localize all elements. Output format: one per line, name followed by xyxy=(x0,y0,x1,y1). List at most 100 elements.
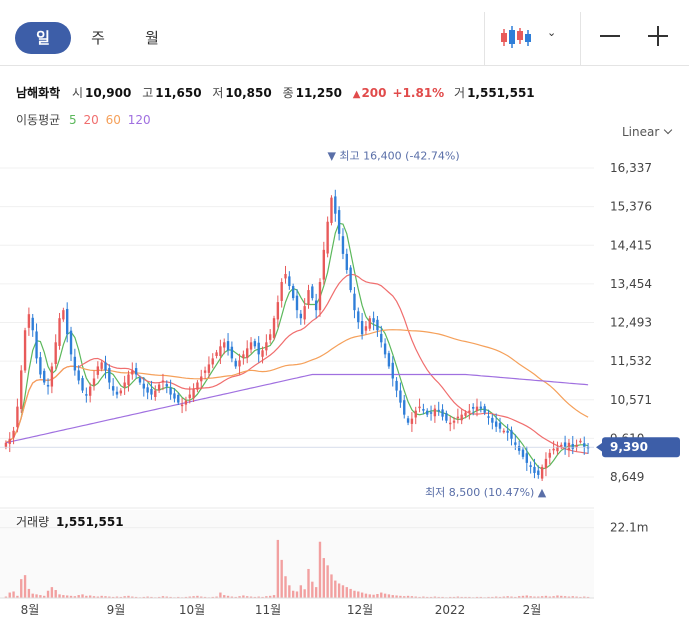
zoom-in-button[interactable] xyxy=(648,26,668,46)
candle-body xyxy=(119,390,123,394)
candle-body xyxy=(223,342,226,348)
candle-body xyxy=(575,444,578,448)
candle-body xyxy=(8,438,11,445)
ma-5: 5 xyxy=(69,113,77,127)
volume-bar xyxy=(571,596,574,598)
candle-body xyxy=(131,370,134,375)
volume-label: 거 xyxy=(454,86,466,100)
chart-toolbar: 일 주 월 ⌄ xyxy=(0,0,689,66)
candle-body xyxy=(226,341,230,351)
candle-body xyxy=(207,364,211,373)
volume-bar xyxy=(376,594,379,598)
candle-body xyxy=(169,387,172,395)
volume-bar xyxy=(360,592,364,598)
chevron-down-icon[interactable]: ⌄ xyxy=(547,26,557,39)
low-value: 10,850 xyxy=(225,86,272,100)
volume-bar xyxy=(150,596,153,598)
volume-bar xyxy=(188,596,191,598)
candlestick-icon[interactable] xyxy=(498,24,532,50)
close-label: 종 xyxy=(282,86,294,100)
candle-body xyxy=(571,444,574,449)
volume-bar xyxy=(364,593,368,598)
candle-body xyxy=(100,362,103,369)
volume-bar xyxy=(563,596,567,598)
volume-bar xyxy=(196,595,199,598)
candle-body xyxy=(77,370,80,381)
ma-60-line xyxy=(5,329,589,444)
ma-20: 20 xyxy=(83,113,99,127)
volume-bar xyxy=(111,596,115,598)
tab-day[interactable]: 일 xyxy=(15,22,71,54)
candle-body xyxy=(395,380,398,391)
volume-bar xyxy=(184,596,188,598)
volume-bar xyxy=(127,595,130,598)
candle-body xyxy=(349,267,352,291)
volume-bar xyxy=(200,596,203,598)
volume-bar xyxy=(456,596,460,598)
candle-body xyxy=(510,430,513,439)
candle-body xyxy=(383,343,387,355)
volume-bar xyxy=(169,596,172,598)
candle-body xyxy=(483,406,486,413)
volume-bar xyxy=(533,596,536,598)
candle-body xyxy=(39,357,42,375)
candle-body xyxy=(96,366,100,375)
volume-bar xyxy=(8,592,11,598)
candle-body xyxy=(157,384,161,391)
volume-value: 1,551,551 xyxy=(467,86,535,100)
price-tick-label: 15,376 xyxy=(610,200,652,214)
volume-bar xyxy=(506,596,509,598)
change-percent: +1.81% xyxy=(392,86,445,100)
volume-bar xyxy=(514,596,517,598)
candle-body xyxy=(188,394,191,399)
volume-bar xyxy=(468,596,471,598)
candle-body xyxy=(4,442,8,447)
ma-120-line xyxy=(5,373,589,444)
scale-selector[interactable]: Linear xyxy=(622,125,671,139)
volume-bar xyxy=(337,583,341,598)
candle-body xyxy=(540,466,544,479)
candle-body xyxy=(334,196,337,214)
candle-body xyxy=(180,404,184,407)
candle-body xyxy=(337,210,341,234)
candle-body xyxy=(452,420,456,423)
volume-bar xyxy=(318,541,322,598)
candle-body xyxy=(203,370,207,373)
ma-20-line xyxy=(5,273,589,454)
candle-body xyxy=(537,470,540,475)
volume-bar xyxy=(418,596,421,598)
x-tick-label: 2월 xyxy=(523,603,542,617)
volume-bar xyxy=(314,587,318,598)
tab-month[interactable]: 월 xyxy=(145,29,159,47)
volume-bar xyxy=(249,596,253,598)
volume-bar xyxy=(215,596,218,598)
tab-week[interactable]: 주 xyxy=(91,29,105,47)
toolbar-divider xyxy=(484,12,485,66)
volume-bar xyxy=(299,585,303,598)
x-tick-label: 9월 xyxy=(107,603,126,617)
zoom-out-button[interactable] xyxy=(600,35,620,37)
candle-body xyxy=(92,378,96,386)
volume-bar xyxy=(16,595,19,598)
candle-body xyxy=(311,286,314,299)
candle-body xyxy=(414,410,417,418)
candle-body xyxy=(376,319,379,331)
candle-body xyxy=(506,430,509,433)
price-tick-label: 12,493 xyxy=(610,316,652,330)
volume-bar xyxy=(291,590,295,598)
ma-5-line xyxy=(5,222,589,470)
candle-body xyxy=(433,408,437,417)
candle-body xyxy=(43,370,46,383)
volume-bar xyxy=(475,596,479,598)
volume-bar xyxy=(556,595,559,598)
candle-body xyxy=(23,330,27,371)
volume-bar xyxy=(341,585,345,598)
candle-body xyxy=(196,382,199,390)
volume-bar xyxy=(280,559,283,598)
volume-bar xyxy=(433,596,437,598)
volume-bar xyxy=(131,596,134,598)
volume-bar xyxy=(330,574,333,598)
candle-body xyxy=(142,383,145,389)
volume-bar xyxy=(261,596,264,598)
volume-bar xyxy=(108,596,111,598)
